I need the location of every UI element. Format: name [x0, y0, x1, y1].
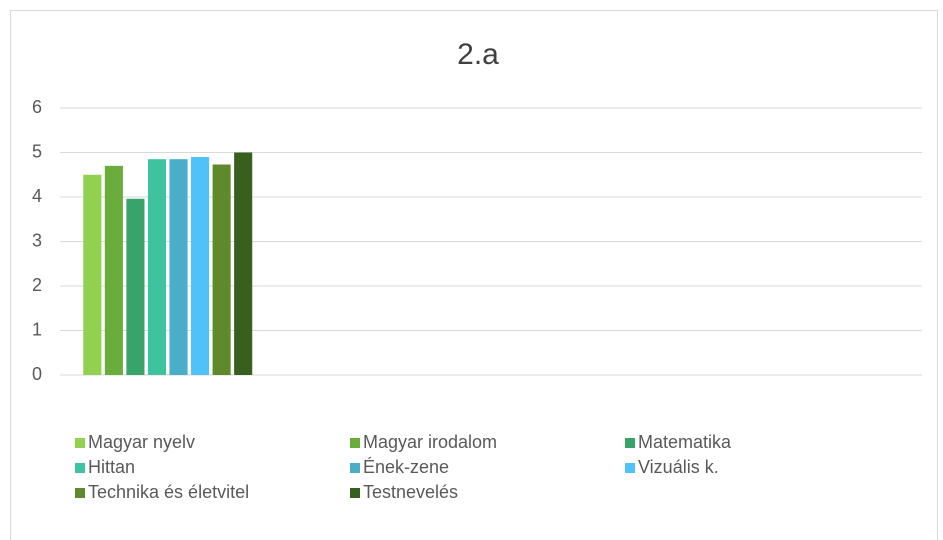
y-tick-label: 4 [32, 186, 42, 206]
legend-label: Testnevelés [363, 482, 458, 502]
y-tick-label: 5 [32, 141, 42, 161]
bar [212, 164, 231, 375]
legend-label: Matematika [638, 432, 732, 452]
legend-label: Vizuális k. [638, 457, 719, 477]
legend-swatch [625, 438, 635, 448]
legend-label: Ének-zene [363, 457, 449, 477]
legend-label: Magyar nyelv [88, 432, 195, 452]
legend-swatch [350, 438, 360, 448]
legend-swatch [75, 488, 85, 498]
y-tick-label: 0 [32, 364, 42, 384]
y-tick-label: 6 [32, 97, 42, 117]
bar [104, 165, 123, 375]
bar [169, 159, 188, 375]
bar [126, 198, 145, 375]
legend-swatch [350, 463, 360, 473]
legend-swatch [75, 463, 85, 473]
legend-label: Magyar irodalom [363, 432, 497, 452]
bar [83, 174, 102, 375]
legend-swatch [350, 488, 360, 498]
legend-label: Technika és életvitel [88, 482, 249, 502]
legend-swatch [75, 438, 85, 448]
chart-title: 2.a [457, 38, 499, 71]
y-tick-label: 2 [32, 275, 42, 295]
bar [234, 152, 253, 375]
bar [191, 156, 210, 375]
y-tick-label: 1 [32, 319, 42, 339]
legend-label: Hittan [88, 457, 135, 477]
y-tick-label: 3 [32, 230, 42, 250]
legend-swatch [625, 463, 635, 473]
bar [147, 159, 167, 375]
